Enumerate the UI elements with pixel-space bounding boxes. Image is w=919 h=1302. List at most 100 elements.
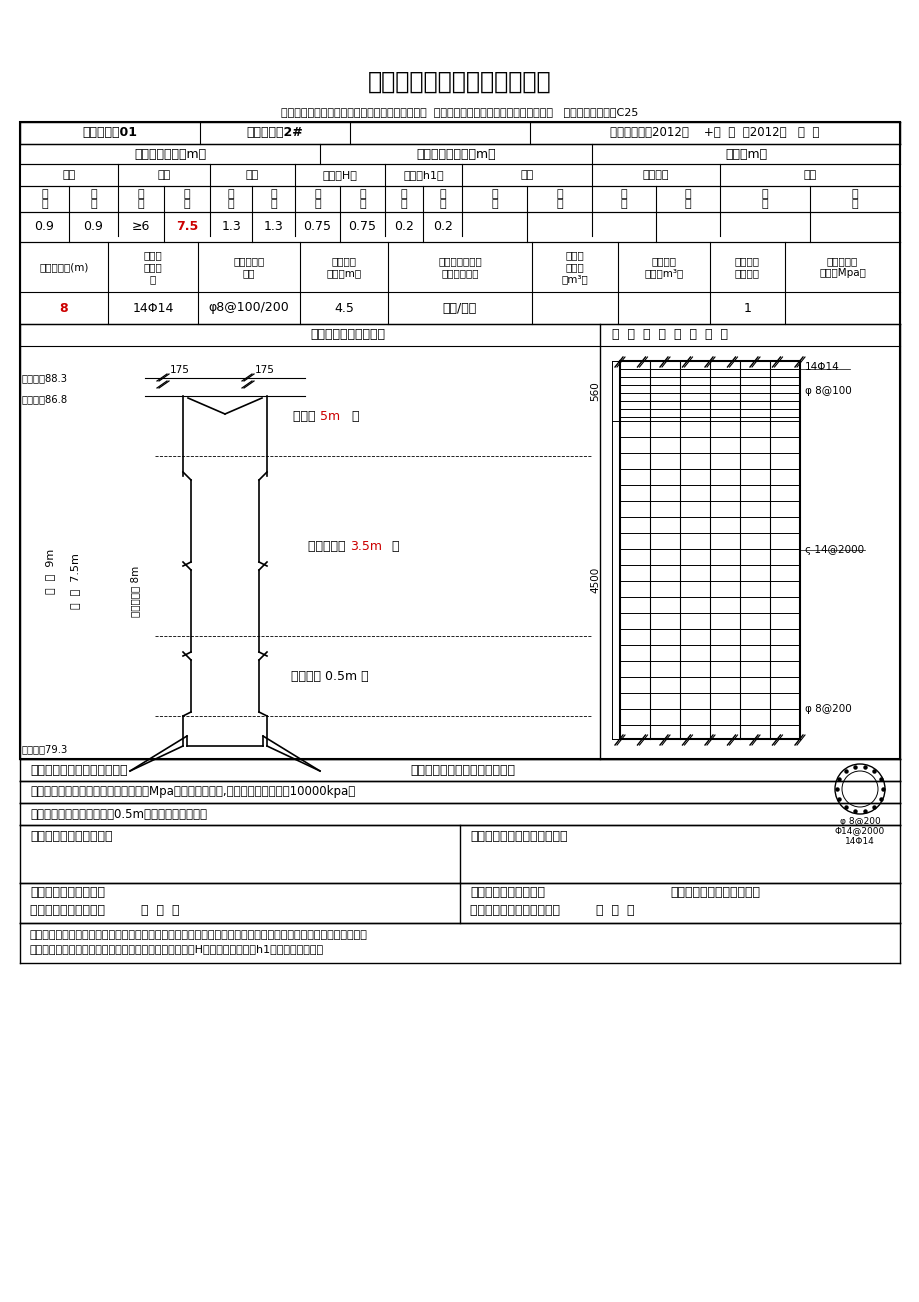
Text: 测: 测 [439, 199, 446, 210]
Text: 施工单位检查评定结果：: 施工单位检查评定结果： [30, 829, 112, 842]
Text: 14Φ14: 14Φ14 [804, 362, 839, 372]
Text: 监理（建设）单位验收结论：: 监理（建设）单位验收结论： [470, 829, 567, 842]
Text: 测: 测 [851, 199, 857, 210]
Text: 0.75: 0.75 [303, 220, 331, 233]
Text: 桩孔地质结构桩状图：: 桩孔地质结构桩状图： [310, 328, 384, 341]
Text: 该桩桩底进入持力层深度：0.5m。勘探单位勘查人：: 该桩桩底进入持力层深度：0.5m。勘探单位勘查人： [30, 807, 207, 820]
Text: 桩长: 桩长 [157, 171, 170, 180]
Text: 高度（h1）: 高度（h1） [403, 171, 443, 180]
Text: （m³）: （m³） [561, 273, 588, 284]
Text: 设单位项目技术负责人）：         年  月  日: 设单位项目技术负责人）： 年 月 日 [470, 905, 634, 918]
Text: 厚: 厚 [347, 410, 359, 423]
Text: 设: 设 [41, 189, 48, 199]
Text: 0.2: 0.2 [394, 220, 414, 233]
Text: 留置砼试: 留置砼试 [734, 256, 759, 266]
Text: 设: 设 [401, 189, 407, 199]
Text: 计: 计 [491, 199, 497, 210]
Text: 施工日期：自2012年    +月  日  至2012年   月  日: 施工日期：自2012年 +月 日 至2012年 月 日 [609, 126, 819, 139]
Text: 设: 设 [138, 189, 144, 199]
Text: φ 8@200: φ 8@200 [804, 704, 851, 713]
Text: 试块试压强: 试块试压强 [826, 256, 857, 266]
Text: 560: 560 [589, 381, 599, 401]
Text: 实: 实 [90, 189, 96, 199]
Text: 实: 实 [358, 189, 366, 199]
Text: 测: 测 [358, 199, 366, 210]
Bar [20, 122, 899, 759]
Text: 测: 测 [684, 199, 690, 210]
Text: 钢筋连接方法及: 钢筋连接方法及 [437, 256, 482, 266]
Text: 长度（m）: 长度（m） [326, 268, 361, 279]
Text: 175: 175 [255, 365, 275, 375]
Text: 砼量（m³）: 砼量（m³） [643, 268, 683, 279]
Text: 灌注标高86.8: 灌注标高86.8 [22, 395, 68, 404]
Text: 桩底: 桩底 [802, 171, 816, 180]
Text: 项目专业质量检查员：         年  月  日: 项目专业质量检查员： 年 月 日 [30, 905, 179, 918]
Text: 0.9: 0.9 [84, 220, 103, 233]
Text: φ 8@100: φ 8@100 [804, 385, 851, 396]
Text: 钢筋笼长度 8m: 钢筋笼长度 8m [130, 565, 140, 617]
Text: 1.3: 1.3 [221, 220, 241, 233]
Text: 持力层顶: 持力层顶 [642, 171, 668, 180]
Text: 桩径: 桩径 [62, 171, 75, 180]
Text: 主筋直: 主筋直 [143, 250, 162, 260]
Text: 7.5: 7.5 [176, 220, 198, 233]
Text: 径及根: 径及根 [143, 262, 162, 272]
Text: 测: 测 [184, 199, 190, 210]
Text: 计: 计 [314, 199, 321, 210]
Text: 4500: 4500 [589, 566, 599, 594]
Text: 施工序号：01: 施工序号：01 [83, 126, 137, 139]
Text: 实: 实 [684, 189, 690, 199]
Text: φ 8@200: φ 8@200 [839, 816, 879, 825]
Text: 桩顶标高88.3: 桩顶标高88.3 [22, 372, 68, 383]
Text: 桩底标高79.3: 桩底标高79.3 [22, 743, 68, 754]
Text: 4.5: 4.5 [334, 302, 354, 315]
Text: 注：桩孔结构桩状图应按比例绘制成孔形状，其左侧标注成孔实测几何尺寸及桩顶（即承台底）、桩底和持力层顶面: 注：桩孔结构桩状图应按比例绘制成孔形状，其左侧标注成孔实测几何尺寸及桩顶（即承台… [30, 930, 368, 940]
Text: 流泥岩石层: 流泥岩石层 [308, 539, 349, 552]
Text: 高度（H）: 高度（H） [323, 171, 357, 180]
Text: 项目专业监理工程（建: 项目专业监理工程（建 [470, 887, 544, 900]
Text: 实: 实 [439, 189, 446, 199]
Text: 箍筋直径及: 箍筋直径及 [233, 256, 265, 266]
Text: 间距: 间距 [243, 268, 255, 279]
Text: 箍筋加密: 箍筋加密 [331, 256, 357, 266]
Text: 计: 计 [620, 199, 627, 210]
Text: 焊接/良好: 焊接/良好 [442, 302, 477, 315]
Text: 测: 测 [556, 199, 562, 210]
Text: ς 14@2000: ς 14@2000 [804, 546, 863, 555]
Text: 桩身几何尺寸（m）: 桩身几何尺寸（m） [134, 147, 206, 160]
Text: 标高（m）: 标高（m） [724, 147, 766, 160]
Text: 测: 测 [270, 199, 277, 210]
Text: 钢筋笼长度(m): 钢筋笼长度(m) [40, 262, 88, 272]
Text: 块（组）: 块（组） [734, 268, 759, 279]
Text: 实: 实 [556, 189, 562, 199]
Text: 实: 实 [184, 189, 190, 199]
Text: 桩位编号：2#: 桩位编号：2# [246, 126, 303, 139]
Text: 1.3: 1.3 [264, 220, 283, 233]
Text: 数: 数 [150, 273, 156, 284]
Text: 设: 设 [228, 189, 234, 199]
Text: Φ14@2000: Φ14@2000 [834, 827, 884, 836]
Text: φ8@100/200: φ8@100/200 [209, 302, 289, 315]
Text: 计: 计 [228, 199, 234, 210]
Text: 微风化层 0.5m 厚: 微风化层 0.5m 厚 [291, 669, 369, 682]
Text: 素填土: 素填土 [293, 410, 320, 423]
Text: 桩顶: 桩顶 [520, 171, 533, 180]
Text: ≥6: ≥6 [131, 220, 150, 233]
Text: 计: 计 [401, 199, 407, 210]
Text: 标高，右侧自上而下标注地质部分各土层名称、厚度等。H指扩大头总高度，h1指弧形部分高度。: 标高，右侧自上而下标注地质部分各土层名称、厚度等。H指扩大头总高度，h1指弧形部… [30, 944, 323, 954]
Text: 8: 8 [60, 302, 68, 315]
Text: 5m: 5m [320, 410, 340, 423]
Text: 实: 实 [270, 189, 277, 199]
Text: 该桩持力层土质名称及承载力标准值（Mpa）为：强风化层,桩端端阻力特征值为10000kpa。: 该桩持力层土质名称及承载力标准值（Mpa）为：强风化层,桩端端阻力特征值为100… [30, 785, 355, 798]
Text: 工程名称：某某县朝阳煤矿棚户区一标段建设工程  施工单位：某某县方圆建筑工程有限公司   砼设计强度等级：C25: 工程名称：某某县朝阳煤矿棚户区一标段建设工程 施工单位：某某县方圆建筑工程有限公… [281, 107, 638, 117]
Text: 设: 设 [761, 189, 767, 199]
Text: 钢  筋  隐  蔽  验  收  图  ：: 钢 筋 隐 蔽 验 收 图 ： [611, 328, 727, 341]
Text: 3.5m: 3.5m [349, 539, 381, 552]
Text: 计: 计 [761, 199, 767, 210]
Text: 桩  长  7.5m: 桩 长 7.5m [70, 553, 80, 609]
Text: 设: 设 [314, 189, 321, 199]
Text: 实测桩: 实测桩 [565, 250, 584, 260]
Text: 孔体积: 孔体积 [565, 262, 584, 272]
Text: 计: 计 [41, 199, 48, 210]
Text: 监理（建设）项目部（章）: 监理（建设）项目部（章） [669, 887, 759, 900]
